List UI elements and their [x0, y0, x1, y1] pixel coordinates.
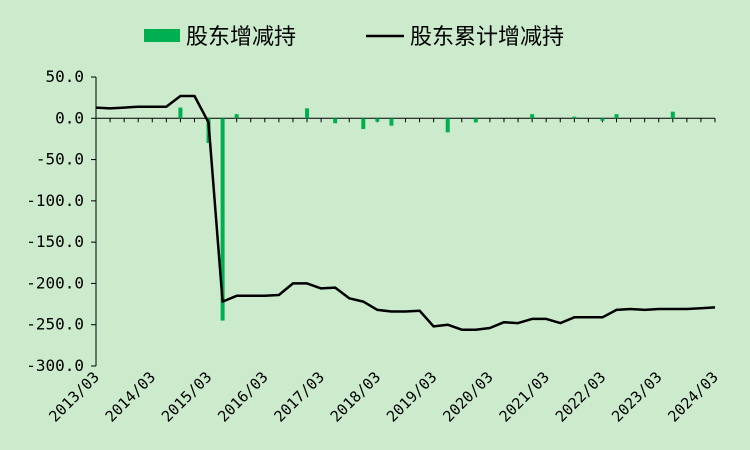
x-tick-label: 2015/03 [158, 368, 215, 425]
bar [333, 118, 338, 124]
y-tick-label: -200.0 [26, 273, 84, 292]
legend: 股东增减持 股东累计增减持 [144, 25, 564, 50]
x-tick-label: 2020/03 [439, 368, 496, 425]
y-tick-label: -300.0 [26, 356, 84, 375]
x-tick-label: 2021/03 [496, 368, 553, 425]
bar [473, 118, 478, 123]
legend-bar-swatch [144, 29, 180, 42]
bar [614, 114, 619, 119]
bar [220, 118, 225, 321]
bar [445, 118, 450, 133]
x-tick-label: 2019/03 [383, 368, 440, 425]
bar [572, 116, 577, 119]
bar [670, 111, 675, 119]
bar [375, 118, 380, 122]
legend-bar-label: 股东增减持 [186, 25, 296, 50]
y-tick-label: 50.0 [45, 67, 84, 86]
bar [178, 107, 183, 119]
x-tick-label: 2016/03 [214, 368, 271, 425]
cumulative-line [95, 94, 716, 331]
y-tick-label: -150.0 [26, 232, 84, 251]
x-tick-label: 2017/03 [270, 368, 327, 425]
y-tick-label: -100.0 [26, 191, 84, 210]
bar [389, 118, 394, 126]
bar [530, 114, 535, 119]
x-tick-label: 2023/03 [608, 368, 665, 425]
x-tick-label: 2018/03 [327, 368, 384, 425]
x-tick-label: 2013/03 [45, 368, 102, 425]
line-series [95, 94, 716, 331]
x-tick-label: 2014/03 [102, 368, 159, 425]
bar [361, 118, 366, 130]
x-tick-label: 2024/03 [664, 368, 721, 425]
legend-line-label: 股东累计增减持 [410, 25, 564, 50]
bar-series [178, 107, 675, 321]
y-tick-label: 0.0 [55, 108, 84, 127]
bar [600, 118, 605, 121]
y-tick-label: -250.0 [26, 315, 84, 334]
y-tick-label: -50.0 [36, 150, 84, 169]
bar [234, 114, 239, 119]
x-tick-label: 2022/03 [552, 368, 609, 425]
bar [305, 108, 310, 119]
axes: 50.0 0.0 -50.0 -100.0 -150.0 -200.0 -250.0 -300… [26, 67, 722, 426]
